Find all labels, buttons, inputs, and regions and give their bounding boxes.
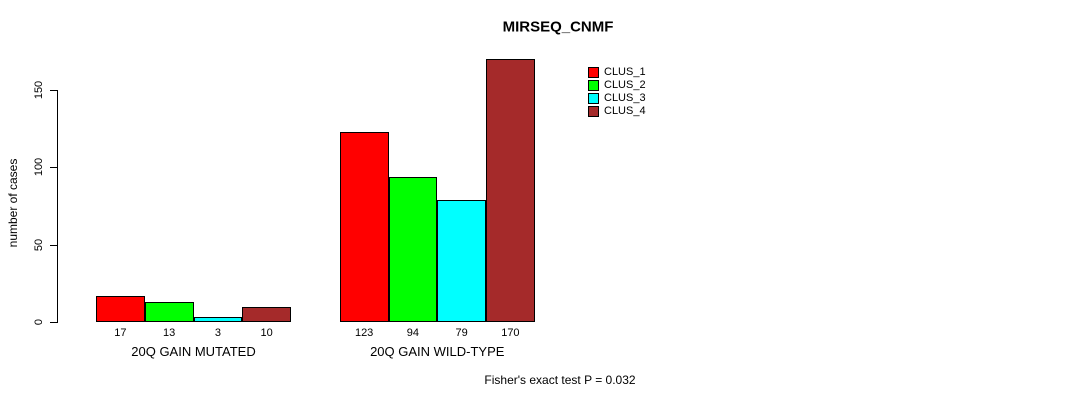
legend-swatch-icon [588, 106, 599, 117]
legend-row-clus_4: CLUS_4 [588, 105, 646, 118]
legend-swatch-icon [588, 67, 599, 78]
bar-clus_1-group2 [339, 131, 389, 322]
bar-value-label: 17 [114, 327, 127, 339]
y-tick-label: 100 [33, 158, 45, 177]
legend-row-clus_1: CLUS_1 [588, 66, 646, 79]
y-tick-mark [50, 167, 57, 169]
bar-value-label: 10 [260, 327, 273, 339]
y-tick-label: 50 [33, 238, 45, 251]
legend: CLUS_1 CLUS_2 CLUS_3 CLUS_4 [588, 66, 646, 118]
bar-value-label: 123 [354, 327, 374, 339]
bar-value-label: 170 [501, 327, 520, 339]
y-tick-mark [50, 90, 57, 91]
legend-swatch-icon [588, 80, 599, 91]
bar-clus_3-group2 [437, 199, 486, 322]
bar-clus_2-group2 [388, 176, 438, 322]
bar-value-label: 13 [163, 327, 176, 339]
chart-title: MIRSEQ_CNMF [502, 18, 614, 36]
bar-clus_4-group2 [486, 59, 535, 322]
y-axis-line [57, 90, 58, 323]
y-tick-mark [50, 322, 57, 323]
y-axis-label: number of cases [6, 158, 20, 248]
bar-clus_4-group1 [242, 306, 291, 322]
legend-swatch-icon [588, 93, 599, 104]
legend-label: CLUS_2 [604, 79, 646, 91]
legend-label: CLUS_3 [604, 92, 646, 104]
bar-clus_1-group1 [96, 295, 145, 322]
bar-clus_3-group1 [193, 317, 243, 322]
category-label: 20Q GAIN WILD-TYPE [370, 344, 505, 359]
bar-value-label: 3 [214, 327, 221, 339]
bar-value-label: 94 [406, 327, 419, 339]
legend-label: CLUS_1 [604, 66, 646, 78]
bar-value-label: 79 [455, 327, 468, 339]
stat-annotation: Fisher's exact test P = 0.032 [484, 373, 636, 387]
y-tick-mark [50, 244, 57, 246]
legend-row-clus_3: CLUS_3 [588, 92, 646, 105]
y-tick-label: 150 [33, 80, 45, 100]
legend-label: CLUS_4 [604, 105, 646, 117]
category-label: 20Q GAIN MUTATED [131, 344, 256, 359]
y-tick-label: 0 [33, 318, 45, 326]
legend-row-clus_2: CLUS_2 [588, 79, 646, 92]
bar-clus_2-group1 [144, 301, 194, 322]
